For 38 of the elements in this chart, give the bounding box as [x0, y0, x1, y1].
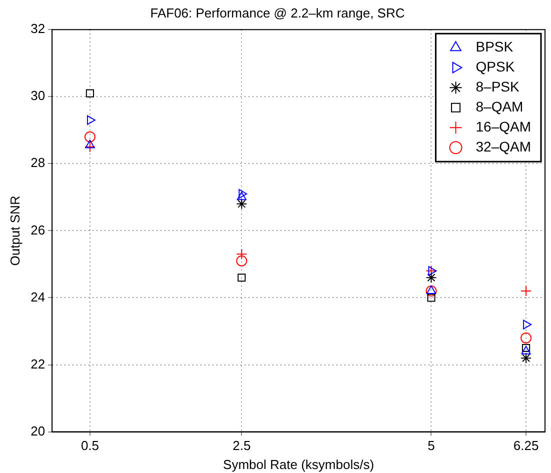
point — [426, 286, 437, 297]
y-tick-label: 30 — [30, 88, 46, 104]
y-tick-label: 26 — [30, 222, 46, 238]
legend-label: QPSK — [476, 58, 516, 74]
x-tick-label: 0.5 — [80, 438, 100, 454]
legend-label: 8–PSK — [476, 78, 520, 94]
point — [427, 294, 436, 302]
x-axis-title: Symbol Rate (ksymbols/s) — [223, 456, 374, 472]
x-tick-label: 6.25 — [513, 438, 539, 454]
point — [236, 255, 248, 266]
point — [84, 131, 96, 142]
y-axis-title: Output SNR — [7, 196, 22, 266]
legend-label: 16–QAM — [476, 118, 531, 134]
y-tick-label: 22 — [30, 356, 46, 372]
point — [236, 198, 248, 210]
chart-title: FAF06: Performance @ 2.2–km range, SRC — [150, 5, 405, 20]
point — [523, 320, 532, 330]
point — [520, 352, 532, 364]
legend-label: 8–QAM — [476, 98, 524, 114]
x-tick-label: 2.5 — [232, 438, 251, 454]
point — [236, 248, 248, 260]
y-tick-label: 28 — [30, 155, 46, 170]
point — [426, 272, 437, 284]
point — [238, 274, 246, 282]
point — [86, 115, 96, 125]
point — [520, 332, 532, 344]
point — [428, 266, 437, 276]
point — [86, 89, 94, 98]
point — [426, 286, 436, 294]
y-tick-label: 32 — [30, 21, 46, 36]
y-tick-label: 20 — [30, 423, 46, 438]
x-tick-label: 5 — [428, 438, 435, 454]
legend-label: 32–QAM — [476, 138, 531, 154]
point — [85, 140, 95, 148]
y-tick-label: 24 — [30, 289, 46, 304]
point — [236, 192, 246, 200]
point — [238, 189, 248, 199]
legend-label: BPSK — [476, 38, 514, 54]
